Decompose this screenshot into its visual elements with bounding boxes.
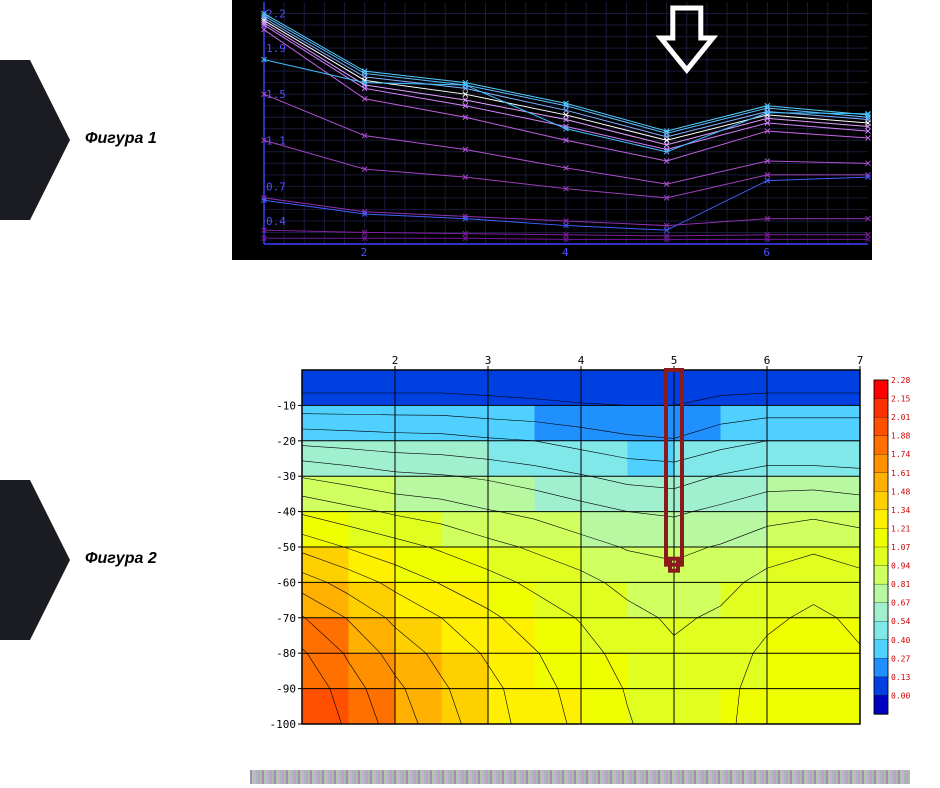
svg-text:-40: -40	[276, 506, 296, 519]
svg-text:0.13: 0.13	[891, 673, 910, 682]
noise-strip	[250, 770, 910, 784]
svg-text:-100: -100	[270, 718, 297, 730]
svg-text:7: 7	[857, 354, 864, 367]
figure1-chart: 0.40.71.11.51.92.2246	[232, 0, 872, 260]
svg-text:-50: -50	[276, 541, 296, 554]
figure2-svg: 2 3 4 5 6 7 -10 -20 -30 -40 -50 -60 -70 -80 -90 -100 2.2…	[250, 350, 920, 730]
svg-text:-60: -60	[276, 576, 296, 589]
svg-text:5: 5	[671, 354, 678, 367]
svg-text:-10: -10	[276, 399, 296, 412]
figure2-label: Фигура 2	[85, 550, 157, 568]
svg-text:1.9: 1.9	[266, 42, 286, 55]
svg-text:2: 2	[361, 246, 368, 259]
figure2-chart: 2 3 4 5 6 7 -10 -20 -30 -40 -50 -60 -70 -80 -90 -100 2.2…	[250, 350, 920, 730]
svg-text:0.94: 0.94	[891, 562, 910, 571]
svg-text:4: 4	[562, 246, 569, 259]
svg-text:1.61: 1.61	[891, 469, 910, 478]
svg-text:3: 3	[485, 354, 492, 367]
svg-text:1.74: 1.74	[891, 450, 910, 459]
svg-text:6: 6	[764, 354, 771, 367]
svg-text:2.28: 2.28	[891, 376, 910, 385]
svg-text:-20: -20	[276, 435, 296, 448]
pentagon-shape	[0, 60, 70, 220]
svg-text:-80: -80	[276, 647, 296, 660]
svg-text:1.21: 1.21	[891, 524, 910, 533]
svg-text:4: 4	[578, 354, 585, 367]
svg-text:-70: -70	[276, 612, 296, 625]
svg-text:1.48: 1.48	[891, 487, 910, 496]
svg-text:0.81: 0.81	[891, 580, 910, 589]
svg-text:2: 2	[392, 354, 399, 367]
figure1-label: Фигура 1	[85, 130, 157, 148]
svg-text:1.34: 1.34	[891, 506, 910, 515]
svg-text:0.00: 0.00	[891, 691, 910, 700]
svg-text:0.27: 0.27	[891, 654, 910, 663]
svg-text:-30: -30	[276, 470, 296, 483]
svg-text:1.07: 1.07	[891, 543, 910, 552]
svg-text:2.01: 2.01	[891, 413, 910, 422]
svg-text:6: 6	[763, 246, 770, 259]
svg-text:0.54: 0.54	[891, 617, 910, 626]
svg-text:1.88: 1.88	[891, 432, 910, 441]
svg-text:0.4: 0.4	[266, 215, 286, 228]
pentagon-shape	[0, 480, 70, 640]
svg-text:0.67: 0.67	[891, 599, 910, 608]
figure1-svg: 0.40.71.11.51.92.2246	[232, 0, 872, 260]
svg-text:-90: -90	[276, 683, 296, 696]
svg-text:0.40: 0.40	[891, 636, 910, 645]
svg-text:2.15: 2.15	[891, 395, 910, 404]
svg-text:0.7: 0.7	[266, 180, 286, 193]
